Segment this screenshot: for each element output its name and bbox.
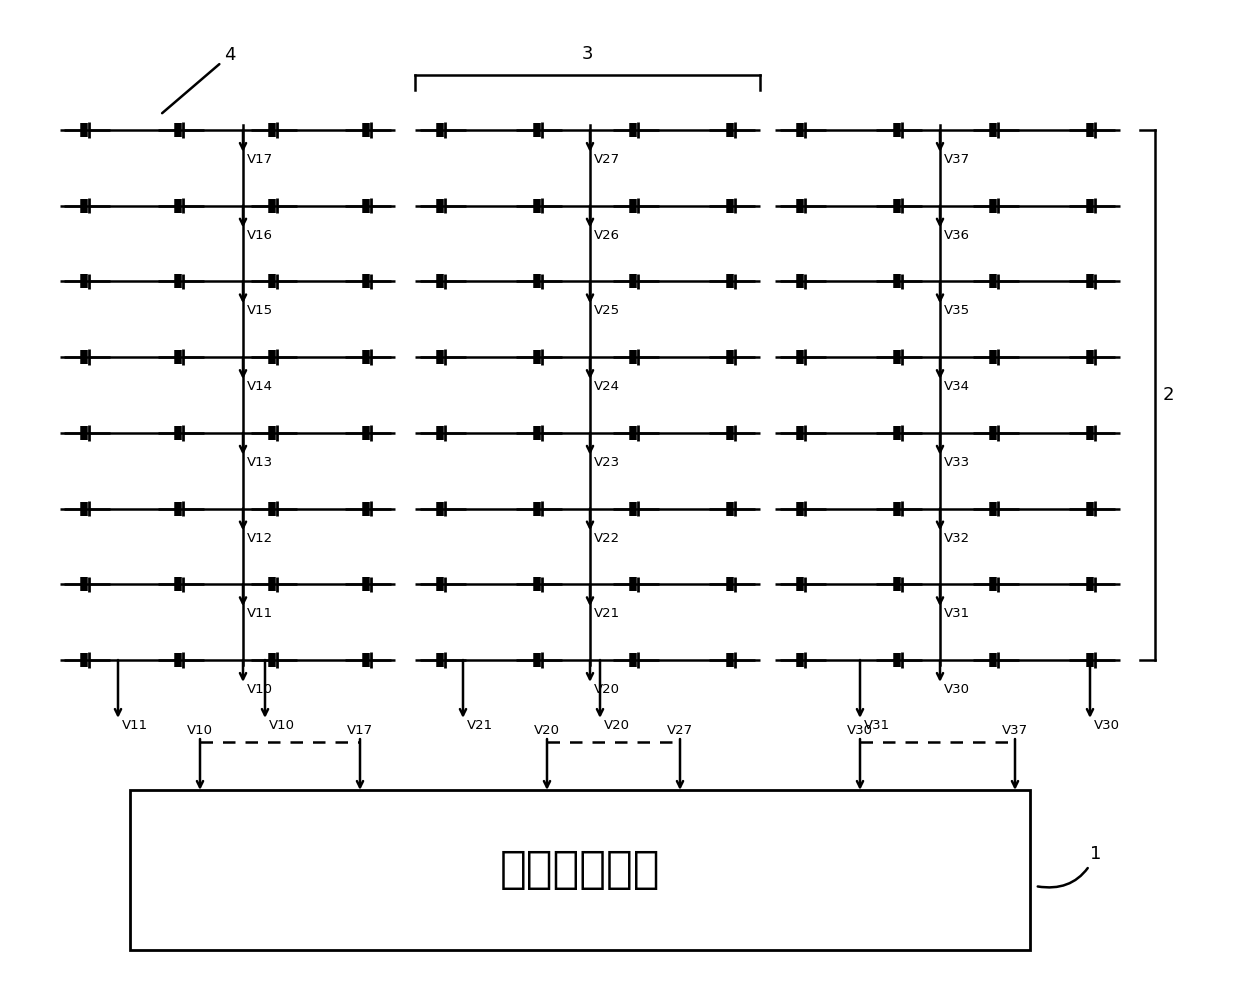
Text: 1: 1 (1038, 845, 1101, 887)
Text: 3: 3 (582, 45, 593, 63)
Text: V14: V14 (247, 380, 273, 393)
Text: V20: V20 (534, 724, 560, 737)
Text: V10: V10 (247, 683, 273, 696)
Bar (130, 790, 1030, 950)
Text: V20: V20 (604, 719, 630, 732)
Text: V36: V36 (944, 229, 970, 242)
Text: V13: V13 (247, 455, 273, 469)
Text: V20: V20 (594, 683, 620, 696)
Text: V23: V23 (594, 455, 620, 469)
Text: V25: V25 (594, 305, 620, 318)
Text: V11: V11 (247, 607, 273, 621)
Text: 4: 4 (162, 46, 236, 113)
Text: V12: V12 (247, 532, 273, 544)
Text: V31: V31 (944, 607, 970, 621)
Text: V32: V32 (944, 532, 970, 544)
Text: 2: 2 (1163, 386, 1174, 404)
Text: V35: V35 (944, 305, 970, 318)
Text: V21: V21 (467, 719, 494, 732)
Text: V37: V37 (1002, 724, 1028, 737)
Text: V17: V17 (347, 724, 373, 737)
Text: 电池管理单元: 电池管理单元 (500, 848, 660, 892)
Text: V27: V27 (667, 724, 693, 737)
Text: V30: V30 (1094, 719, 1120, 732)
Text: V10: V10 (269, 719, 295, 732)
Text: V10: V10 (187, 724, 213, 737)
Text: V27: V27 (594, 153, 620, 166)
Text: V31: V31 (864, 719, 890, 732)
Text: V33: V33 (944, 455, 970, 469)
Text: V17: V17 (247, 153, 273, 166)
Text: V11: V11 (122, 719, 148, 732)
Text: V22: V22 (594, 532, 620, 544)
Text: V26: V26 (594, 229, 620, 242)
Text: V15: V15 (247, 305, 273, 318)
Text: V21: V21 (594, 607, 620, 621)
Text: V24: V24 (594, 380, 620, 393)
Text: V30: V30 (944, 683, 970, 696)
Text: V37: V37 (944, 153, 970, 166)
Text: V30: V30 (847, 724, 873, 737)
Text: V16: V16 (247, 229, 273, 242)
Text: V34: V34 (944, 380, 970, 393)
